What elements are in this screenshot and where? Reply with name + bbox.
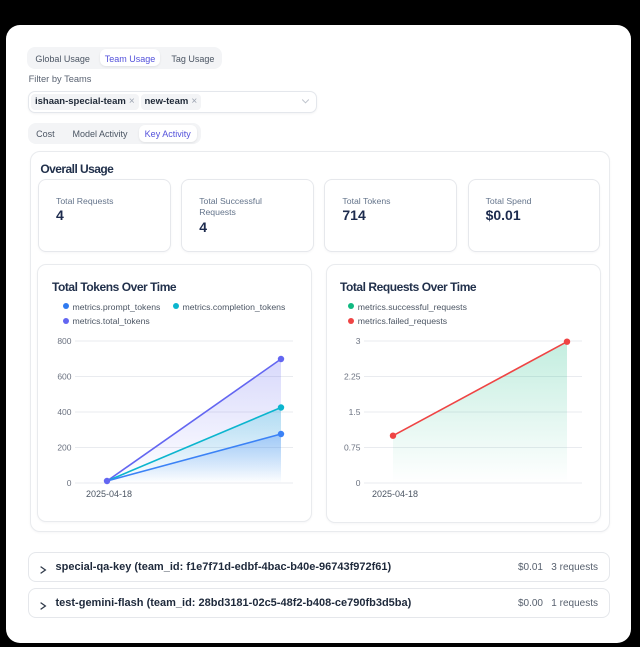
svg-text:800: 800 <box>57 336 71 346</box>
svg-text:400: 400 <box>57 407 71 417</box>
svg-text:1.5: 1.5 <box>349 407 361 417</box>
svg-text:2.25: 2.25 <box>344 372 361 382</box>
svg-text:0: 0 <box>67 478 72 488</box>
svg-text:2025-04-18: 2025-04-18 <box>86 489 132 499</box>
svg-text:0: 0 <box>356 478 361 488</box>
svg-text:200: 200 <box>57 443 71 453</box>
svg-text:2025-04-18: 2025-04-18 <box>372 489 418 499</box>
svg-text:0.75: 0.75 <box>344 443 361 453</box>
svg-text:3: 3 <box>356 336 361 346</box>
svg-text:600: 600 <box>57 372 71 382</box>
